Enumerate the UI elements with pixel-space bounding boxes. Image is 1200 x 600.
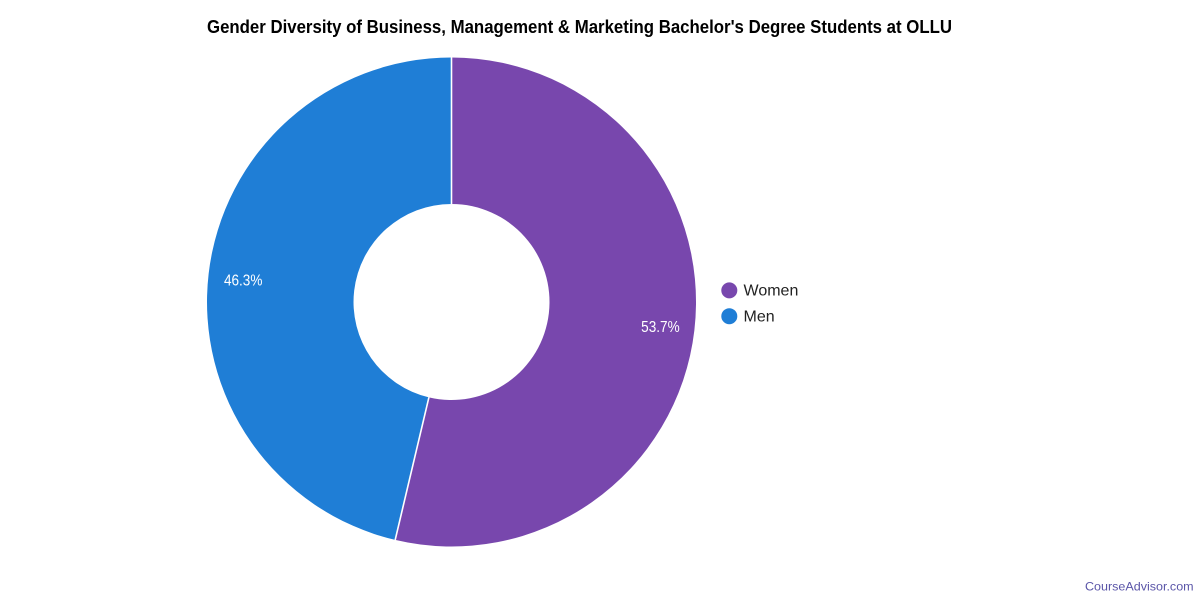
svg-text:CourseAdvisor.com: CourseAdvisor.com — [1085, 580, 1194, 594]
svg-text:46.3%: 46.3% — [224, 273, 263, 290]
svg-text:53.7%: 53.7% — [641, 319, 680, 336]
svg-text:Gender Diversity of Business,: Gender Diversity of Business, Management… — [207, 17, 952, 37]
svg-text:Women: Women — [744, 283, 799, 300]
svg-text:Men: Men — [744, 308, 775, 325]
